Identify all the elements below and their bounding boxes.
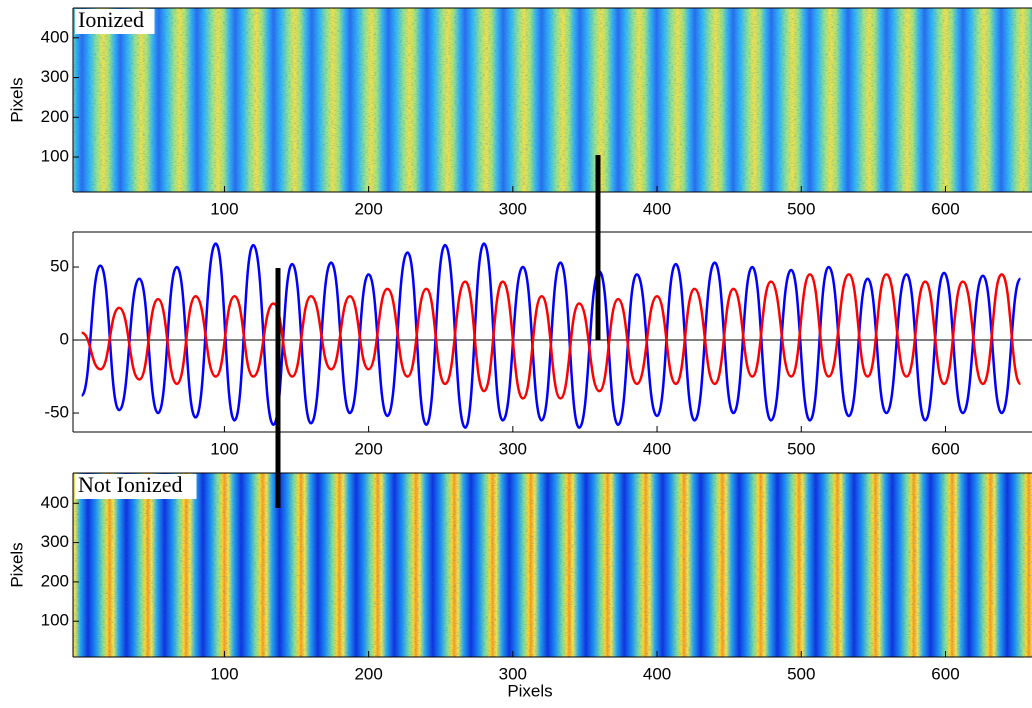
y-tick-label: 100 <box>41 611 69 630</box>
x-tick-label: 300 <box>499 439 527 458</box>
x-tick-label: 100 <box>210 664 238 683</box>
x-tick-label: 100 <box>210 439 238 458</box>
x-axis-label: Pixels <box>507 681 552 700</box>
x-tick-label: 400 <box>643 439 671 458</box>
panel-label: Ionized <box>78 7 144 32</box>
y-tick-label: 200 <box>41 571 69 590</box>
x-tick-label: 500 <box>787 664 815 683</box>
x-tick-label: 600 <box>931 439 959 458</box>
y-tick-label: 100 <box>41 147 69 166</box>
x-tick-label: 200 <box>354 439 382 458</box>
y-tick-label: 0 <box>60 330 69 349</box>
image-texture <box>73 473 1032 657</box>
x-tick-label: 200 <box>354 664 382 683</box>
series-line <box>80 242 1022 429</box>
y-tick-label: 300 <box>41 67 69 86</box>
x-tick-label: 600 <box>931 199 959 218</box>
x-tick-label: 500 <box>787 439 815 458</box>
x-tick-label: 300 <box>499 664 527 683</box>
y-axis-label: Pixels <box>7 542 26 587</box>
image-texture <box>73 8 1032 192</box>
series-line <box>81 273 1022 400</box>
x-tick-label: 100 <box>210 199 238 218</box>
x-tick-label: 500 <box>787 199 815 218</box>
y-axis-label: Pixels <box>7 77 26 122</box>
x-tick-label: 400 <box>643 664 671 683</box>
y-tick-label: 400 <box>41 493 69 512</box>
panel-label-bg <box>75 9 155 34</box>
x-tick-label: 200 <box>354 199 382 218</box>
y-tick-label: 50 <box>50 257 69 276</box>
panel-label: Not Ionized <box>78 472 182 497</box>
x-tick-label: 600 <box>931 664 959 683</box>
x-tick-label: 300 <box>499 199 527 218</box>
y-tick-label: 300 <box>41 532 69 551</box>
y-tick-label: 400 <box>41 27 69 46</box>
panel-label-bg <box>75 474 197 499</box>
y-tick-label: -50 <box>44 403 69 422</box>
y-tick-label: 200 <box>41 107 69 126</box>
x-tick-label: 400 <box>643 199 671 218</box>
